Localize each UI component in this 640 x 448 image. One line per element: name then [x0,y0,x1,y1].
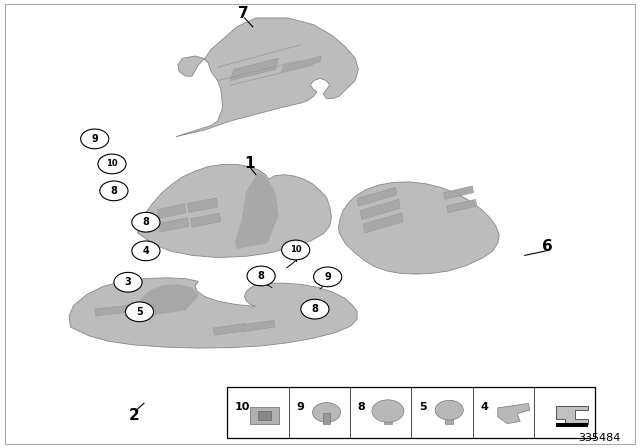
Text: 10: 10 [290,246,301,254]
Polygon shape [230,58,278,81]
Polygon shape [357,187,397,206]
Text: 335484: 335484 [579,433,621,443]
Circle shape [132,241,160,261]
Circle shape [100,181,128,201]
Polygon shape [95,305,134,316]
FancyBboxPatch shape [258,410,271,419]
Circle shape [125,302,154,322]
Circle shape [301,299,329,319]
Polygon shape [242,320,275,332]
Text: 8: 8 [358,402,365,412]
Polygon shape [444,186,474,199]
Text: 7: 7 [238,6,248,21]
Text: 5: 5 [136,307,143,317]
FancyBboxPatch shape [227,387,595,438]
Polygon shape [360,199,400,220]
Circle shape [81,129,109,149]
Circle shape [314,267,342,287]
Polygon shape [191,213,221,227]
Circle shape [312,402,340,422]
Text: 10: 10 [235,402,250,412]
Circle shape [114,272,142,292]
Polygon shape [188,198,218,212]
Circle shape [435,401,463,420]
Text: 8: 8 [111,186,117,196]
Text: 9: 9 [92,134,98,144]
Polygon shape [176,18,358,137]
FancyBboxPatch shape [250,407,279,425]
Text: 2: 2 [129,408,140,423]
Bar [384,410,392,425]
Circle shape [98,154,126,174]
Text: 10: 10 [106,159,118,168]
Polygon shape [282,56,321,72]
Polygon shape [159,218,189,232]
Text: 3: 3 [125,277,131,287]
Polygon shape [236,172,278,249]
Polygon shape [339,182,499,274]
Circle shape [132,212,160,232]
Polygon shape [498,403,530,424]
Text: 8: 8 [143,217,149,227]
Circle shape [372,400,404,422]
Circle shape [282,240,310,260]
Bar [445,409,453,425]
Text: 6: 6 [542,239,552,254]
Polygon shape [138,164,332,258]
Bar [556,423,588,427]
Polygon shape [213,323,246,335]
Polygon shape [157,204,186,219]
Bar [323,413,330,425]
Polygon shape [364,213,403,233]
Text: 5: 5 [419,402,426,412]
Circle shape [247,266,275,286]
Text: 9: 9 [296,402,304,412]
Text: 9: 9 [324,272,331,282]
Text: 8: 8 [258,271,264,281]
Text: 8: 8 [312,304,318,314]
Polygon shape [69,278,357,348]
Polygon shape [556,406,588,424]
Text: 4: 4 [480,402,488,412]
Text: 4: 4 [143,246,149,256]
Polygon shape [140,284,198,316]
Text: 1: 1 [244,156,255,171]
Polygon shape [447,199,477,213]
